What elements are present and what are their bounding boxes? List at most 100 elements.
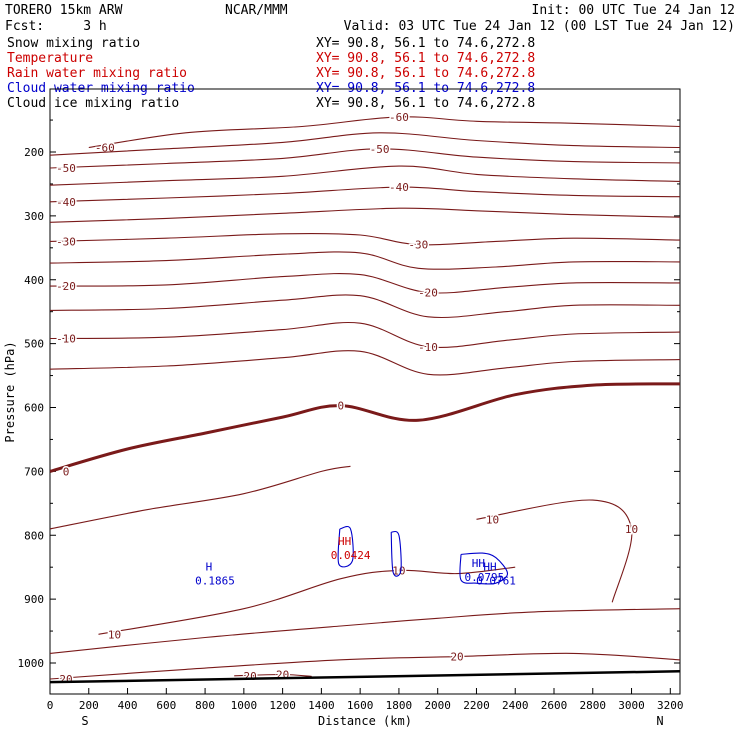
temperature-contour <box>50 350 680 376</box>
contour-label: 10 <box>486 513 499 526</box>
y-tick-label: 400 <box>24 274 44 287</box>
contour-label: 0 <box>63 465 70 478</box>
y-tick-label: 800 <box>24 529 44 542</box>
y-tick-label: 200 <box>24 146 44 159</box>
contour-label: 20 <box>59 673 72 686</box>
temperature-contour <box>50 251 680 270</box>
field-label: Snow mixing ratio <box>7 36 140 51</box>
cloud-max-value: 0.0795 <box>465 571 505 584</box>
temperature-contour <box>50 294 680 319</box>
ground-surface <box>49 670 681 684</box>
cloud-water-contour <box>459 552 509 585</box>
contour-label: -10 <box>56 333 76 346</box>
field-xy: XY= 90.8, 56.1 to 74.6,272.8 <box>316 66 535 81</box>
x-tick-label: 2400 <box>502 699 529 712</box>
y-tick-label: 700 <box>24 465 44 478</box>
init-time: Init: 00 UTC Tue 24 Jan 12 <box>532 3 736 18</box>
field-xy: XY= 90.8, 56.1 to 74.6,272.8 <box>316 36 535 51</box>
contour-label: -50 <box>56 162 76 175</box>
field-label: Rain water mixing ratio <box>7 66 187 81</box>
temperature-contour <box>50 382 680 473</box>
x-axis-label: Distance (km) <box>318 714 412 728</box>
axis-ticks: 0 200 400 600 800 1000 1200 1400 1600 1800 2000 220… <box>18 119 684 712</box>
contour-label: -10 <box>418 341 438 354</box>
x-tick-label: 400 <box>118 699 138 712</box>
contour-label: -60 <box>389 111 409 124</box>
rain-max-marker: HH <box>338 535 351 548</box>
temperature-contour <box>50 132 680 156</box>
contour-label: -20 <box>56 280 76 293</box>
temperature-contour <box>50 232 680 246</box>
contour-label: -40 <box>389 181 409 194</box>
temperature-contour <box>50 608 680 654</box>
contour-label: 20 <box>244 670 257 683</box>
temperature-contour <box>88 116 680 149</box>
contour-label: 20 <box>276 668 289 681</box>
contour-label: -30 <box>408 239 428 252</box>
contour-label: -40 <box>56 196 76 209</box>
forecast-hour: Fcst: 3 h <box>5 19 107 34</box>
center-name: NCAR/MMM <box>225 3 288 18</box>
contour-label: 0 <box>337 400 344 413</box>
temperature-contour <box>50 165 680 186</box>
temperature-contour <box>50 322 680 348</box>
valid-time: Valid: 03 UTC Tue 24 Jan 12 (00 LST Tue … <box>344 19 735 34</box>
x-tick-label: 1200 <box>269 699 296 712</box>
cloud-water-contour <box>390 530 402 577</box>
y-tick-label: 500 <box>24 338 44 351</box>
contour-label: 10 <box>108 628 121 641</box>
temperature-contour <box>50 273 680 294</box>
model-title: TORERO 15km ARW <box>5 3 123 18</box>
x-tick-label: 600 <box>156 699 176 712</box>
field-label: Temperature <box>7 51 93 66</box>
x-tick-label: 200 <box>79 699 99 712</box>
field-xy: XY= 90.8, 56.1 to 74.6,272.8 <box>316 96 535 111</box>
x-tick-label: 1600 <box>347 699 374 712</box>
cloud-max-marker: H <box>206 560 213 573</box>
contour-label: -50 <box>370 143 390 156</box>
x-tick-label: 800 <box>195 699 215 712</box>
y-tick-label: 600 <box>24 402 44 415</box>
rain-max-value: 0.0424 <box>331 549 371 562</box>
temperature-contour <box>50 148 680 169</box>
x-tick-label: 1800 <box>386 699 413 712</box>
temperature-contour <box>50 652 680 680</box>
cloud-max-value: 0.0761 <box>476 574 516 587</box>
temperature-contour <box>234 673 312 677</box>
cloud-water-contour <box>337 525 354 568</box>
x-tick-label: 1400 <box>308 699 335 712</box>
field-xy: XY= 90.8, 56.1 to 74.6,272.8 <box>316 51 535 66</box>
contour-label: 20 <box>450 651 463 664</box>
x-tick-label: 2200 <box>463 699 490 712</box>
y-tick-label: 1000 <box>18 657 45 670</box>
terrain-line <box>49 670 681 684</box>
temperature-contour <box>50 186 680 203</box>
temperature-contour <box>50 207 680 223</box>
y-axis-label: Pressure (hPa) <box>3 341 17 442</box>
temperature-contour <box>50 465 351 530</box>
y-tick-label: 300 <box>24 210 44 223</box>
x-tick-label: 2000 <box>424 699 451 712</box>
cloud-max-marker: HH <box>472 557 485 570</box>
temperature-contours: -60-60 -50-50-40-40-30-30-20-20-10-100010… <box>50 109 680 687</box>
x-tick-label: 2800 <box>580 699 607 712</box>
cloud-max-value: 0.1865 <box>195 574 235 587</box>
field-label: Cloud ice mixing ratio <box>7 96 179 111</box>
contour-label: -30 <box>56 235 76 248</box>
endpoint-north: N <box>656 714 663 728</box>
cloud-max-marker: HH <box>483 560 496 573</box>
temperature-contour <box>476 499 633 603</box>
endpoint-south: S <box>81 714 88 728</box>
field-legend: Snow mixing ratio XY= 90.8, 56.1 to 74.6,… <box>7 36 535 111</box>
y-tick-label: 900 <box>24 593 44 606</box>
temperature-contour <box>98 566 516 635</box>
x-tick-label: 3000 <box>618 699 645 712</box>
x-tick-label: 2600 <box>541 699 568 712</box>
contour-label: -20 <box>418 287 438 300</box>
cloud-water-contours <box>337 525 509 585</box>
x-tick-label: 0 <box>47 699 54 712</box>
plot-frame <box>49 88 681 695</box>
x-tick-label: 1000 <box>231 699 258 712</box>
